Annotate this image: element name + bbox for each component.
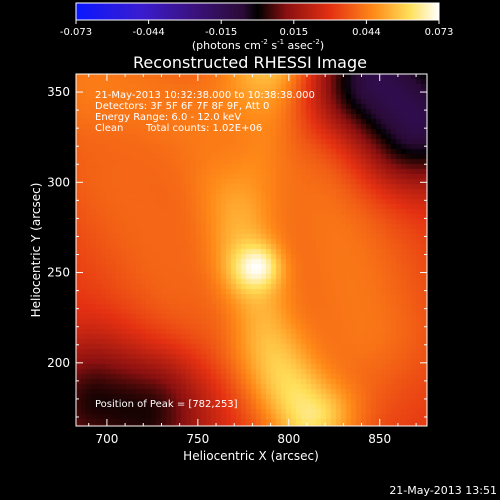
annotation-time-range: 21-May-2013 10:32:38.000 to 10:38:38.000 [95, 90, 315, 101]
colorbar-ticks: -0.073 -0.044 -0.015 0.015 0.044 0.073 [60, 20, 453, 38]
plot-frame [75, 73, 428, 427]
heatmap-raster [76, 74, 427, 426]
y-tick-label: 300 [47, 175, 70, 189]
y-axis-label: Heliocentric Y (arcsec) [29, 183, 43, 318]
colorbar: -0.073 -0.044 -0.015 0.015 0.044 0.073 (photo… [60, 2, 453, 52]
heatmap-plot-area [75, 73, 428, 427]
colorbar-tick-label: 0.073 [425, 27, 454, 38]
x-axis-ticks: 700 750 800 850 [88, 74, 417, 446]
colorbar-tick-label: 0.044 [352, 27, 381, 38]
footer-timestamp: 21-May-2013 13:51 [389, 484, 497, 497]
x-tick-label: 700 [95, 432, 118, 446]
x-tick-label: 850 [368, 432, 391, 446]
chart-title: Reconstructed RHESSI Image [133, 53, 367, 72]
annotation-detectors: Detectors: 3F 5F 6F 7F 8F 9F, Att 0 [95, 101, 269, 112]
annotation-total-counts: Total counts: 1.02E+06 [145, 123, 262, 134]
x-tick-label: 800 [277, 432, 300, 446]
colorbar-tick-label: -0.015 [205, 27, 237, 38]
annotation-algorithm: Clean [95, 123, 123, 134]
y-tick-label: 350 [47, 85, 70, 99]
colorbar-gradient [75, 2, 440, 21]
x-tick-label: 750 [186, 432, 209, 446]
y-axis-ticks: 200 250 300 350 [47, 73, 427, 418]
x-axis-label: Heliocentric X (arcsec) [183, 449, 319, 463]
annotation-block: 21-May-2013 10:32:38.000 to 10:38:38.000… [95, 90, 315, 410]
annotation-energy-range: Energy Range: 6.0 - 12.0 keV [95, 112, 241, 123]
colorbar-units: (photons cm-2 s-1 asec-2) [192, 38, 324, 52]
y-tick-label: 250 [47, 266, 70, 280]
colorbar-tick-label: 0.015 [279, 27, 308, 38]
annotation-peak-position: Position of Peak = [782,253] [95, 399, 238, 410]
y-tick-label: 200 [47, 356, 70, 370]
colorbar-tick-label: -0.073 [60, 27, 92, 38]
colorbar-tick-label: -0.044 [132, 27, 164, 38]
